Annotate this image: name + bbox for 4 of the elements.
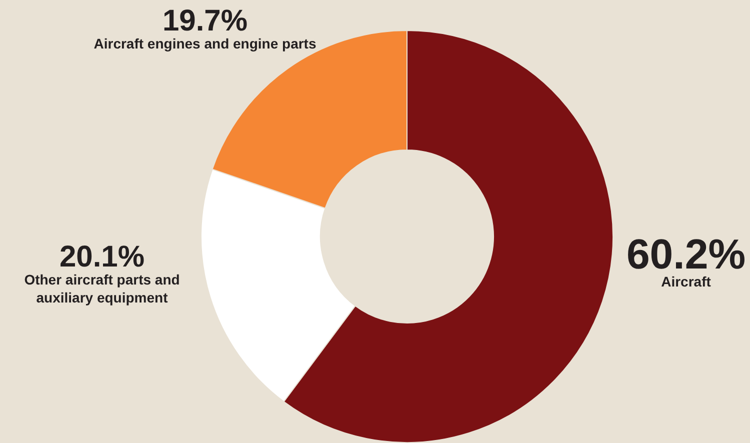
data-label: 20.1% xyxy=(59,240,145,274)
data-label: 19.7% xyxy=(162,4,248,38)
slice-label: Other aircraft parts and auxiliary equipment xyxy=(24,272,180,306)
slice-label: Aircraft engines and engine parts xyxy=(94,36,316,52)
